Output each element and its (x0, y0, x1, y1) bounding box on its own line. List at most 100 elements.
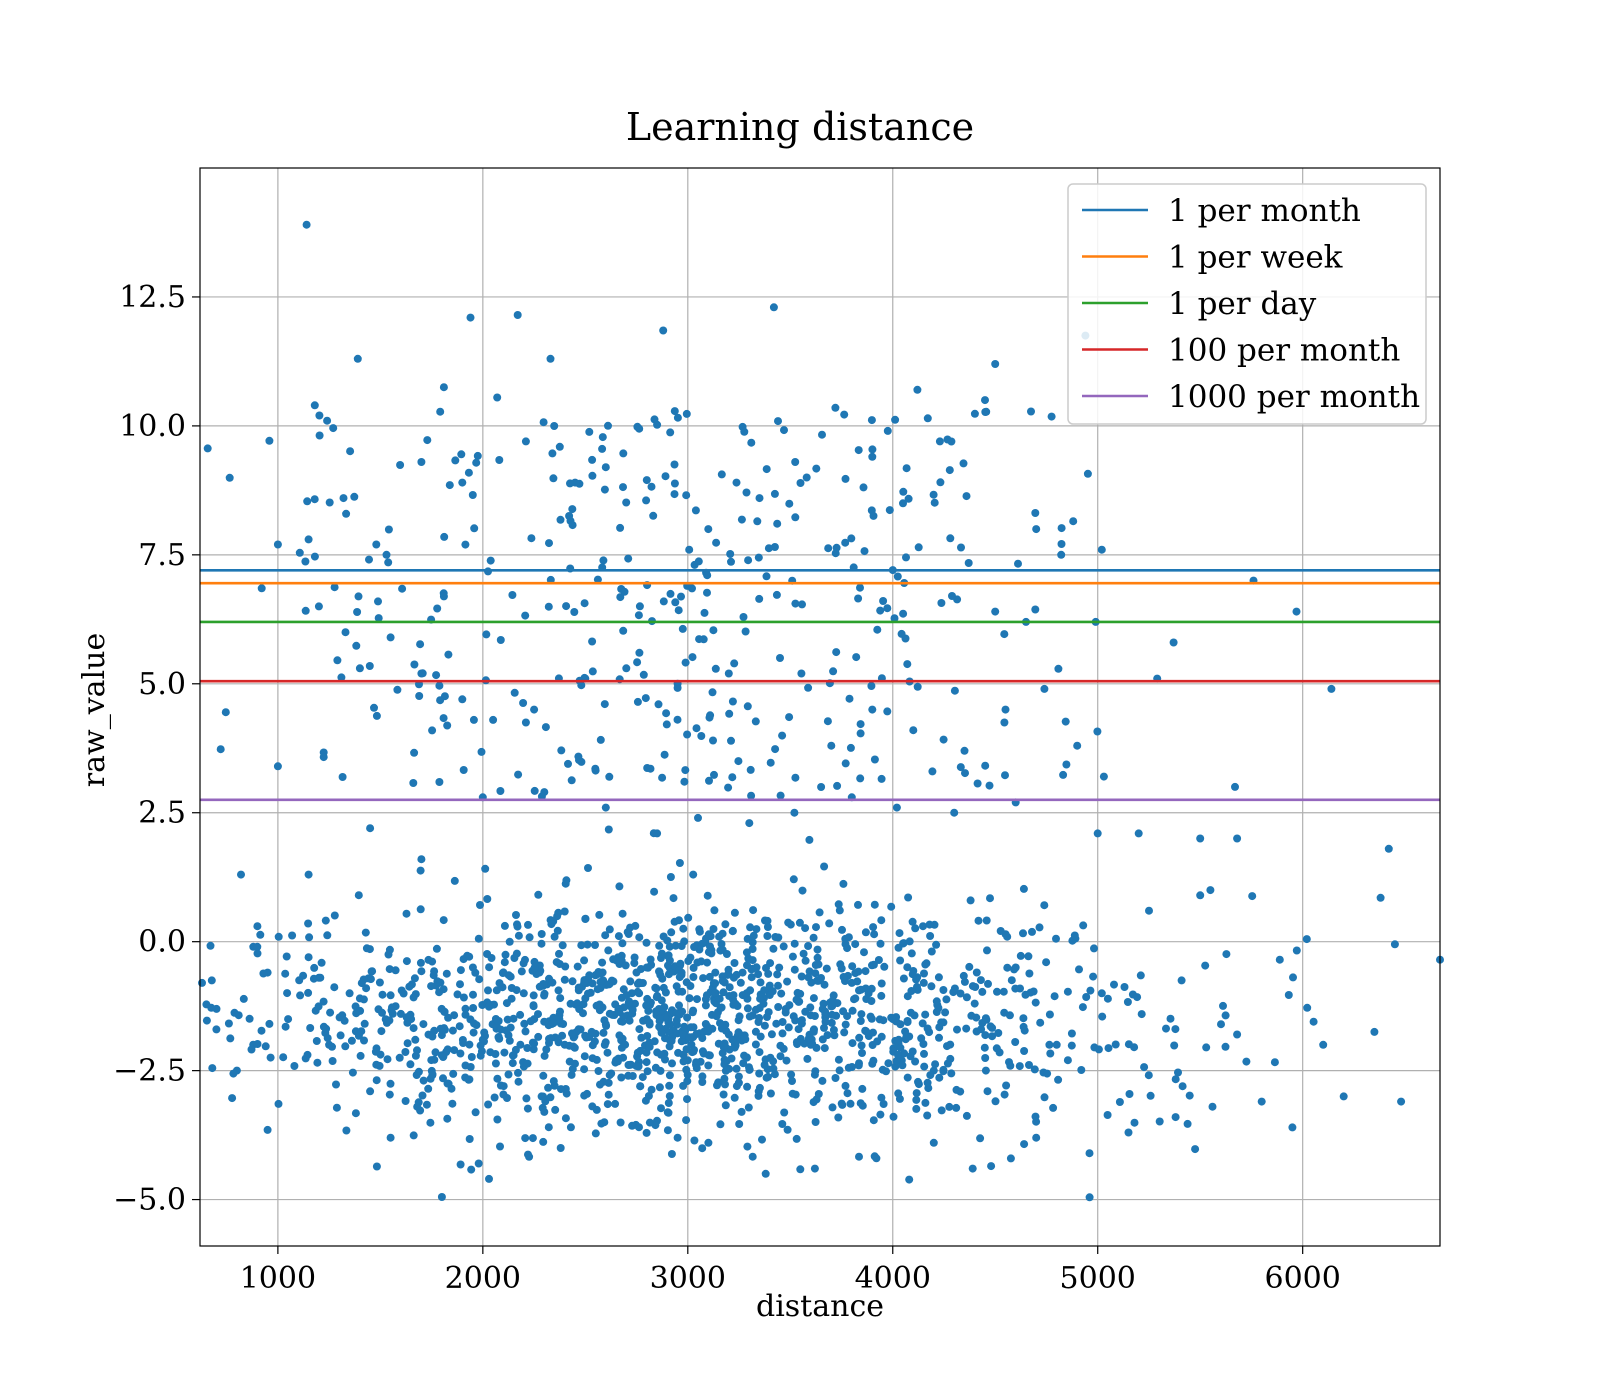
scatter-point (1045, 1010, 1054, 1019)
scatter-point (341, 628, 350, 637)
scatter-point (274, 1099, 283, 1108)
scatter-point (1070, 931, 1079, 940)
scatter-point (861, 928, 870, 937)
scatter-point (703, 891, 712, 900)
scatter-point (1027, 407, 1035, 416)
scatter-point (1130, 1043, 1139, 1052)
scatter-point (903, 660, 912, 669)
scatter-point (378, 990, 387, 999)
scatter-point (650, 887, 659, 896)
scatter-point (207, 976, 216, 985)
scatter-point (926, 1071, 935, 1080)
scatter-point (514, 770, 523, 779)
scatter-point (667, 1150, 676, 1158)
scatter-point (401, 1097, 410, 1105)
scatter-point (1233, 834, 1242, 843)
scatter-point (947, 1069, 956, 1078)
scatter-point (535, 982, 544, 991)
scatter-point (485, 1002, 493, 1011)
scatter-point (1016, 984, 1024, 993)
scatter-point (839, 1007, 848, 1016)
scatter-point (1221, 1011, 1230, 1020)
scatter-point (1086, 986, 1095, 995)
scatter-point (259, 969, 268, 978)
scatter-point (792, 1038, 801, 1047)
scatter-point (432, 944, 441, 953)
scatter-point (416, 640, 425, 649)
scatter-point (1073, 741, 1082, 750)
scatter-point (702, 991, 711, 1000)
scatter-point (756, 978, 765, 987)
scatter-point (663, 936, 672, 945)
scatter-point (692, 724, 701, 733)
scatter-point (348, 1068, 357, 1077)
scatter-point (352, 641, 361, 650)
scatter-point (1052, 934, 1060, 943)
scatter-point (639, 670, 648, 679)
scatter-point (568, 521, 577, 530)
scatter-point (893, 572, 902, 581)
scatter-point (738, 968, 747, 977)
scatter-point (456, 1160, 465, 1169)
scatter-point (1309, 1017, 1318, 1026)
scatter-point (568, 1029, 576, 1038)
scatter-point (698, 1034, 707, 1043)
scatter-point (527, 534, 536, 543)
scatter-point (1021, 990, 1030, 999)
scatter-point (839, 879, 848, 888)
scatter-point (645, 1042, 654, 1051)
scatter-point (860, 547, 869, 556)
scatter-point (858, 1084, 867, 1093)
scatter-point (464, 468, 473, 477)
scatter-point (721, 1080, 729, 1089)
scatter-point (1133, 993, 1142, 1002)
scatter-point (804, 683, 813, 692)
scatter-point (981, 1031, 990, 1040)
scatter-point (1248, 892, 1257, 901)
scatter-point (626, 977, 635, 986)
scatter-point (520, 1019, 529, 1028)
scatter-point (636, 1046, 645, 1055)
scatter-point (428, 1070, 437, 1079)
scatter-point (1082, 993, 1091, 1001)
scatter-point (361, 928, 370, 937)
scatter-point (670, 460, 679, 469)
scatter-point (705, 972, 714, 981)
scatter-point (973, 779, 982, 788)
scatter-point (869, 511, 878, 520)
scatter-point (834, 900, 843, 909)
scatter-point (814, 1090, 823, 1098)
scatter-point (815, 908, 824, 917)
scatter-point (709, 626, 718, 635)
scatter-point (505, 937, 514, 946)
scatter-point (615, 1008, 624, 1016)
scatter-point (1024, 952, 1033, 961)
scatter-point (1327, 684, 1336, 693)
scatter-point (665, 1081, 674, 1090)
scatter-point (745, 1012, 754, 1021)
scatter-point (365, 662, 374, 670)
scatter-point (581, 915, 590, 923)
scatter-point (834, 1055, 843, 1064)
scatter-point (981, 1066, 990, 1075)
scatter-point (929, 1138, 938, 1147)
scatter-point (225, 473, 234, 482)
scatter-point (991, 607, 1000, 616)
scatter-point (624, 554, 633, 563)
scatter-point (812, 1043, 821, 1052)
scatter-point (848, 1039, 857, 1048)
scatter-point (330, 983, 339, 992)
scatter-point (857, 1010, 866, 1019)
scatter-point (574, 752, 583, 761)
scatter-point (619, 483, 627, 492)
scatter-point (1103, 994, 1112, 1003)
scatter-point (496, 1081, 505, 1090)
scatter-point (659, 326, 668, 335)
scatter-point (544, 1083, 553, 1092)
scatter-point (906, 1008, 915, 1017)
scatter-point (883, 707, 892, 716)
scatter-point (670, 407, 679, 416)
scatter-point (903, 1073, 912, 1082)
scatter-point (709, 925, 718, 933)
scatter-point (797, 972, 806, 981)
